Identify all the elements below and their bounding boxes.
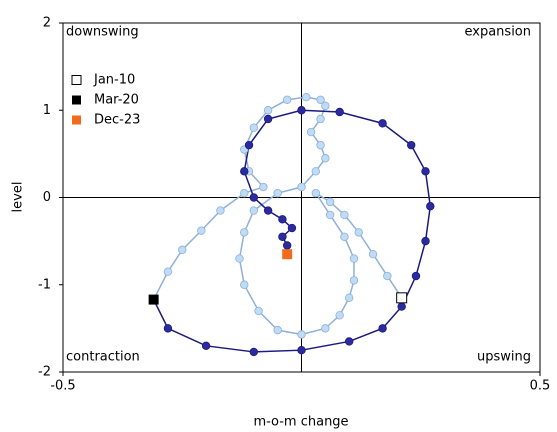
data-point xyxy=(345,293,354,303)
data-point xyxy=(302,92,311,102)
x-tick-label: 0.5 xyxy=(530,379,551,394)
x-tick-label: -0.5 xyxy=(50,379,75,394)
data-point xyxy=(297,182,306,192)
y-tick-label: -2 xyxy=(38,365,51,380)
data-point xyxy=(263,206,273,215)
data-point xyxy=(378,119,387,128)
data-point xyxy=(197,226,206,235)
data-point xyxy=(421,167,430,176)
data-point xyxy=(240,167,249,176)
data-point xyxy=(316,114,325,124)
data-point xyxy=(321,154,330,163)
data-point xyxy=(163,267,173,276)
data-point xyxy=(297,330,306,339)
data-point xyxy=(282,95,292,104)
quadrant-label: downswing xyxy=(66,25,139,40)
data-point xyxy=(349,276,359,285)
data-point xyxy=(340,232,349,241)
data-point xyxy=(249,206,258,215)
x-axis-label: m-o-m change xyxy=(253,415,348,430)
legend-swatch xyxy=(72,115,81,125)
data-point xyxy=(163,324,173,333)
data-point xyxy=(244,140,254,150)
y-tick-label: -1 xyxy=(38,277,51,292)
data-point xyxy=(240,280,249,289)
data-point xyxy=(335,311,344,320)
highlight-marker xyxy=(396,292,408,304)
data-point xyxy=(273,188,282,198)
data-point xyxy=(201,341,211,351)
data-point xyxy=(383,271,392,281)
data-point xyxy=(378,324,387,333)
data-point xyxy=(349,254,359,263)
data-point xyxy=(411,271,421,281)
quadrant-label: contraction xyxy=(66,350,140,365)
data-point xyxy=(240,228,249,237)
data-point xyxy=(278,232,287,241)
data-point xyxy=(263,106,273,115)
y-axis-label: level xyxy=(11,182,26,213)
data-point xyxy=(397,302,406,311)
quadrant-label: expansion xyxy=(465,25,532,40)
y-tick-label: 2 xyxy=(43,16,51,31)
data-point xyxy=(321,324,330,333)
data-point xyxy=(249,193,258,202)
data-point xyxy=(368,250,378,259)
highlight-marker xyxy=(282,249,293,260)
data-point xyxy=(311,167,321,176)
data-point xyxy=(311,188,321,198)
data-point xyxy=(340,210,349,220)
data-point xyxy=(259,182,268,192)
data-point xyxy=(325,197,335,207)
data-point xyxy=(325,210,335,220)
data-point xyxy=(426,202,435,211)
legend-label: Mar-20 xyxy=(94,93,139,108)
data-point xyxy=(254,306,263,316)
quadrant-label: upswing xyxy=(477,350,531,365)
data-point xyxy=(178,245,187,255)
data-point xyxy=(273,325,282,335)
data-point xyxy=(316,140,325,150)
data-point xyxy=(306,127,316,137)
y-tick-label: 1 xyxy=(43,103,51,118)
data-point xyxy=(316,95,325,104)
highlight-marker xyxy=(148,294,159,305)
data-point xyxy=(216,206,225,215)
legend-swatch xyxy=(71,75,82,85)
legend-label: Dec-23 xyxy=(94,113,140,128)
data-point xyxy=(278,215,287,224)
data-point xyxy=(287,223,297,233)
data-point xyxy=(249,347,258,357)
y-tick-label: 0 xyxy=(43,190,51,205)
data-point xyxy=(321,101,330,111)
data-point xyxy=(240,188,249,198)
data-point xyxy=(335,107,344,117)
legend-label: Jan-10 xyxy=(93,73,135,88)
data-point xyxy=(407,140,416,150)
legend-swatch xyxy=(72,95,81,105)
data-point xyxy=(421,236,430,246)
data-point xyxy=(235,254,244,263)
data-point xyxy=(297,106,306,115)
data-point xyxy=(354,228,363,237)
data-point xyxy=(345,337,354,346)
data-point xyxy=(249,123,258,132)
data-point xyxy=(282,241,292,250)
data-point xyxy=(263,114,273,124)
data-point xyxy=(297,345,306,355)
